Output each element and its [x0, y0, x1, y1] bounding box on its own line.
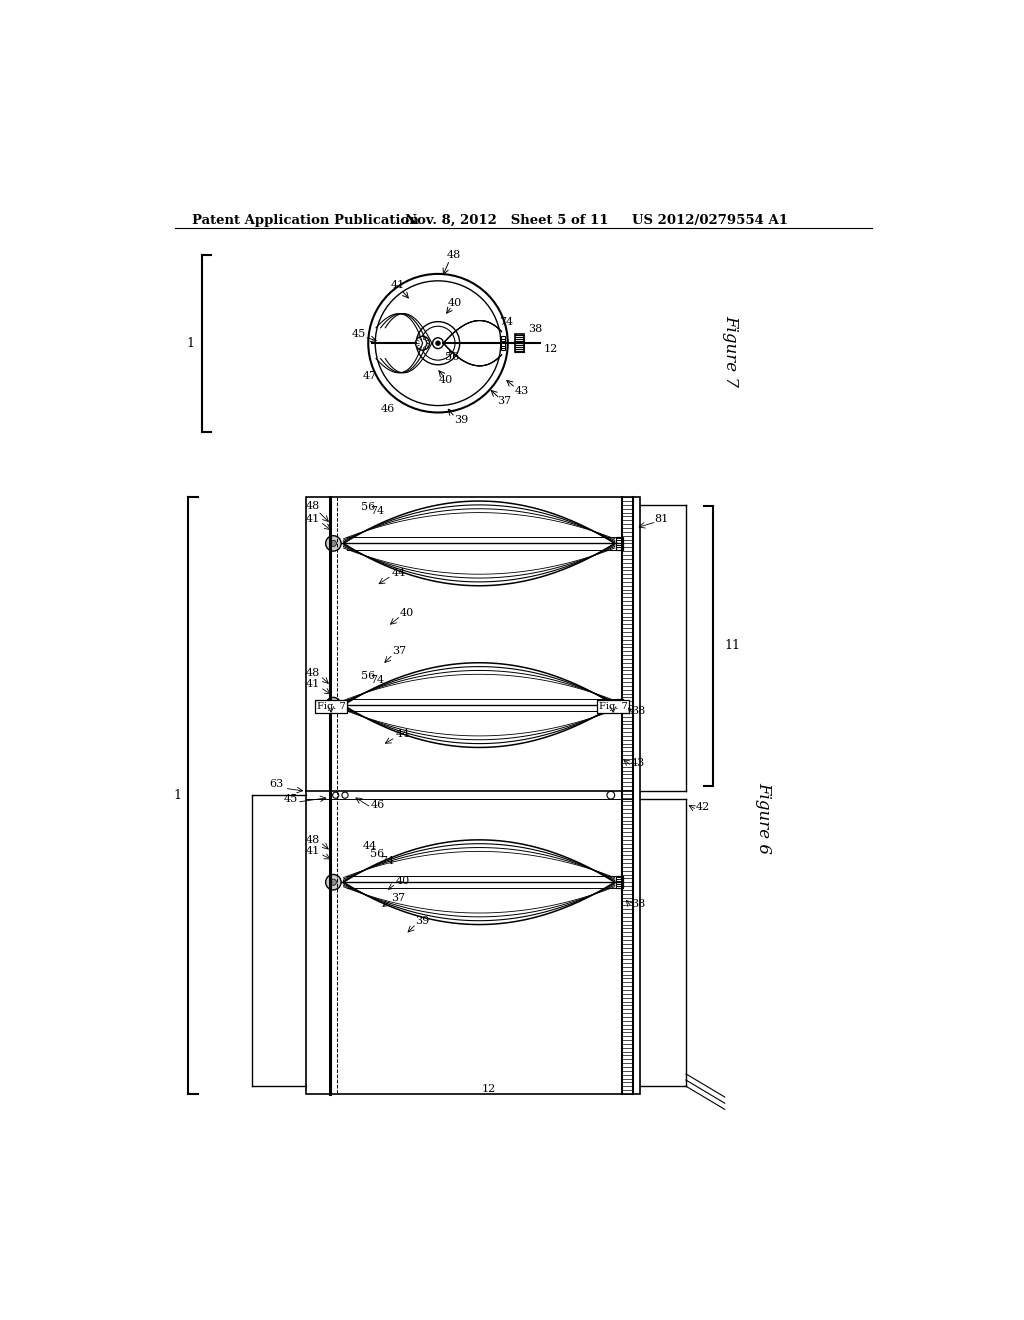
Circle shape — [435, 341, 440, 346]
Text: 46: 46 — [381, 404, 394, 413]
Circle shape — [326, 536, 341, 552]
Text: 44: 44 — [362, 841, 377, 851]
Text: 11: 11 — [724, 639, 740, 652]
Circle shape — [326, 874, 341, 890]
Text: Figure 7: Figure 7 — [723, 315, 739, 387]
Text: 48: 48 — [446, 249, 461, 260]
Text: 74: 74 — [371, 675, 385, 685]
Circle shape — [432, 338, 443, 348]
Text: 41: 41 — [305, 680, 319, 689]
Text: 12: 12 — [544, 345, 557, 354]
Text: 56: 56 — [361, 671, 376, 681]
Text: 81: 81 — [654, 513, 669, 524]
Text: Figure 6: Figure 6 — [755, 783, 772, 854]
Text: 45: 45 — [352, 329, 366, 339]
Text: 47: 47 — [362, 371, 377, 380]
Text: 56: 56 — [361, 502, 376, 512]
Circle shape — [416, 337, 429, 350]
Text: 38: 38 — [527, 325, 542, 334]
Text: 48: 48 — [305, 668, 319, 677]
Bar — [306, 498, 640, 1094]
Text: 74: 74 — [371, 506, 385, 516]
Text: 38: 38 — [631, 706, 645, 717]
Text: 56: 56 — [371, 849, 385, 859]
Text: 46: 46 — [371, 800, 385, 810]
Text: 1: 1 — [174, 788, 181, 801]
Circle shape — [326, 697, 341, 713]
Text: 56: 56 — [444, 352, 459, 362]
Text: 40: 40 — [447, 298, 462, 308]
Text: 41: 41 — [390, 280, 404, 290]
Text: 74: 74 — [380, 857, 394, 866]
Circle shape — [331, 540, 337, 546]
Circle shape — [331, 879, 337, 886]
Text: Nov. 8, 2012   Sheet 5 of 11: Nov. 8, 2012 Sheet 5 of 11 — [406, 214, 609, 227]
Text: 41: 41 — [305, 513, 319, 524]
Bar — [616, 876, 624, 888]
Bar — [616, 537, 624, 549]
Text: Patent Application Publication: Patent Application Publication — [191, 214, 418, 227]
Text: 42: 42 — [696, 801, 711, 812]
Text: 12: 12 — [481, 1084, 496, 1093]
Text: 39: 39 — [454, 416, 468, 425]
Text: 44: 44 — [392, 568, 407, 578]
Text: 37: 37 — [497, 396, 511, 407]
Text: 41: 41 — [305, 846, 319, 857]
Text: 37: 37 — [392, 647, 407, 656]
Text: 40: 40 — [400, 607, 414, 618]
Text: US 2012/0279554 A1: US 2012/0279554 A1 — [632, 214, 787, 227]
Text: 39: 39 — [416, 916, 430, 925]
Bar — [616, 700, 624, 711]
Text: 63: 63 — [269, 779, 284, 788]
Bar — [501, 337, 506, 350]
Text: 37: 37 — [390, 892, 404, 903]
Text: 48: 48 — [305, 834, 319, 845]
Text: 44: 44 — [396, 730, 411, 739]
Text: 40: 40 — [438, 375, 453, 385]
Text: 1: 1 — [186, 337, 195, 350]
Text: Fig. 7: Fig. 7 — [599, 702, 628, 711]
Bar — [515, 334, 524, 352]
Text: 45: 45 — [284, 795, 298, 804]
Text: 38: 38 — [631, 899, 645, 908]
Circle shape — [331, 702, 337, 709]
Text: 74: 74 — [499, 317, 513, 326]
Text: Fig. 7: Fig. 7 — [316, 702, 345, 711]
Text: 40: 40 — [396, 875, 411, 886]
Text: 43: 43 — [631, 758, 645, 768]
Text: 48: 48 — [305, 502, 319, 511]
Text: 43: 43 — [515, 385, 528, 396]
